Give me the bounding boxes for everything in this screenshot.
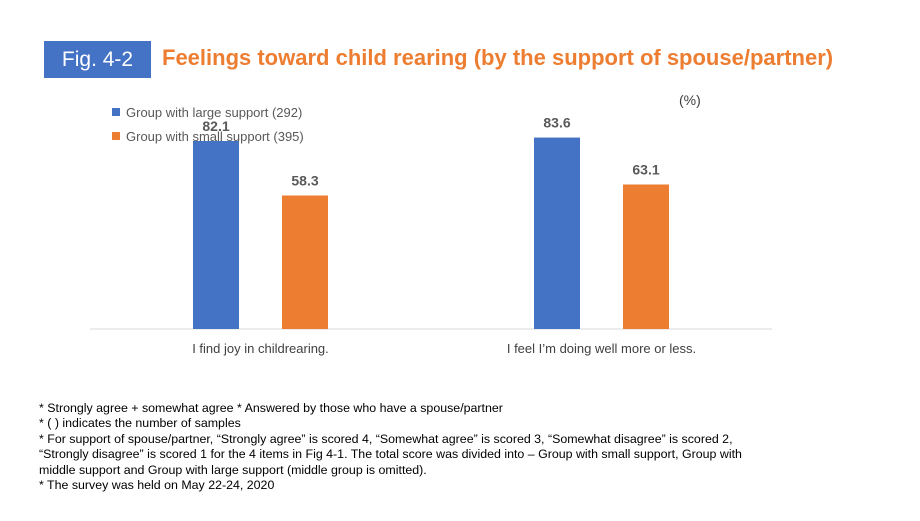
footnote-line: * Strongly agree + somewhat agree * Answ…: [39, 401, 503, 415]
x-tick-label: I feel I’m doing well more or less.: [507, 341, 696, 356]
bar: [193, 140, 239, 329]
legend-item-small-support: Group with small support (395): [112, 128, 304, 144]
bar: [282, 195, 328, 329]
legend-item-large-support: Group with large support (292): [112, 104, 304, 120]
bar-value-label: 58.3: [291, 172, 318, 188]
bar-value-label: 63.1: [632, 162, 659, 178]
bar-value-label: 82.1: [202, 118, 229, 134]
x-tick-label: I find joy in childrearing.: [192, 341, 329, 356]
legend-swatch-small-support: [112, 132, 120, 140]
chart-title: Feelings toward child rearing (by the su…: [162, 45, 834, 70]
footnote-line: * The survey was held on May 22-24, 2020: [39, 478, 275, 493]
legend-label-large-support: Group with large support (292): [126, 104, 303, 120]
footnote-line: * ( ) indicates the number of samples: [39, 416, 241, 431]
footnote-line: middle support and Group with large supp…: [39, 462, 427, 477]
figure-number-badge: Fig. 4-2: [44, 41, 151, 78]
footnote-line: * For support of spouse/partner, “Strong…: [39, 431, 733, 446]
bar-value-label: 83.6: [543, 115, 570, 131]
unit-label: (%): [679, 92, 701, 108]
chart-legend: Group with large support (292) Group wit…: [112, 104, 304, 152]
footnote-line: “Strongly disagree” is scored 1 for the …: [39, 447, 742, 462]
legend-swatch-large-support: [112, 108, 120, 116]
legend-label-small-support: Group with small support (395): [126, 128, 304, 144]
bar: [623, 184, 669, 329]
bar: [534, 137, 580, 329]
footnotes: * Strongly agree + somewhat agree * Answ…: [39, 401, 899, 493]
